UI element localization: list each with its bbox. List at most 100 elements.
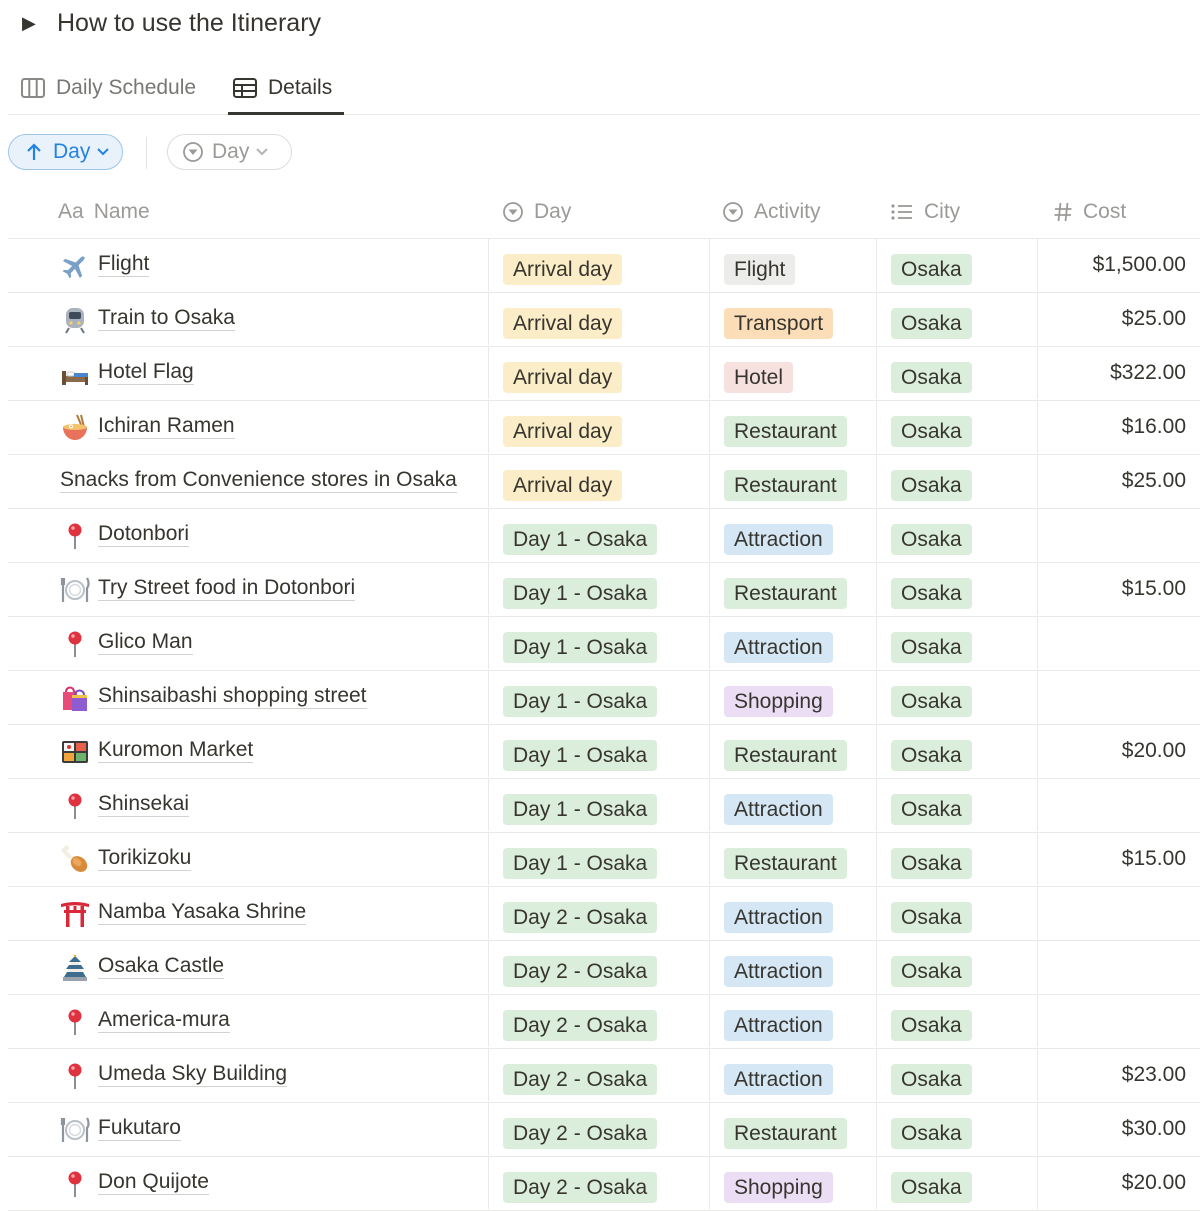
day-cell[interactable]: Arrival day: [488, 401, 709, 453]
cost-cell[interactable]: [1037, 671, 1200, 723]
day-cell[interactable]: Arrival day: [488, 455, 709, 507]
row-name-link[interactable]: Shinsekai: [98, 792, 190, 817]
name-cell[interactable]: Train to Osaka: [8, 293, 488, 345]
day-cell[interactable]: Arrival day: [488, 239, 709, 291]
cost-cell[interactable]: $1,500.00: [1037, 239, 1200, 291]
city-cell[interactable]: Osaka: [876, 833, 1037, 885]
day-cell[interactable]: Arrival day: [488, 347, 709, 399]
name-cell[interactable]: Kuromon Market: [8, 725, 488, 777]
day-cell[interactable]: Arrival day: [488, 293, 709, 345]
day-cell[interactable]: Day 1 - Osaka: [488, 563, 709, 615]
cost-cell[interactable]: $25.00: [1037, 293, 1200, 345]
table-row[interactable]: Fukutaro Day 2 - Osaka Restaurant Osaka $30.…: [8, 1103, 1200, 1157]
row-name-link[interactable]: Glico Man: [98, 630, 193, 655]
day-cell[interactable]: Day 1 - Osaka: [488, 725, 709, 777]
activity-cell[interactable]: Attraction: [709, 1049, 876, 1101]
activity-cell[interactable]: Shopping: [709, 1157, 876, 1209]
row-name-link[interactable]: Try Street food in Dotonbori: [98, 576, 356, 601]
city-cell[interactable]: Osaka: [876, 779, 1037, 831]
row-name-link[interactable]: Snacks from Convenience stores in Osaka: [60, 468, 457, 493]
activity-cell[interactable]: Restaurant: [709, 833, 876, 885]
activity-cell[interactable]: Transport: [709, 293, 876, 345]
day-cell[interactable]: Day 1 - Osaka: [488, 833, 709, 885]
row-name-link[interactable]: Don Quijote: [98, 1170, 209, 1195]
table-row[interactable]: Namba Yasaka Shrine Day 2 - Osaka Attracti…: [8, 887, 1200, 941]
name-cell[interactable]: Don Quijote: [8, 1157, 488, 1209]
row-name-link[interactable]: Train to Osaka: [98, 306, 235, 331]
activity-cell[interactable]: Restaurant: [709, 455, 876, 507]
city-cell[interactable]: Osaka: [876, 401, 1037, 453]
day-cell[interactable]: Day 2 - Osaka: [488, 1157, 709, 1209]
table-row[interactable]: Hotel Flag Arrival day Hotel Osaka $322.00: [8, 347, 1200, 401]
activity-cell[interactable]: Shopping: [709, 671, 876, 723]
city-cell[interactable]: Osaka: [876, 347, 1037, 399]
day-cell[interactable]: Day 2 - Osaka: [488, 1049, 709, 1101]
cost-cell[interactable]: $23.00: [1037, 1049, 1200, 1101]
table-row[interactable]: Train to Osaka Arrival day Transport Osaka $…: [8, 293, 1200, 347]
name-cell[interactable]: Torikizoku: [8, 833, 488, 885]
table-row[interactable]: Kuromon Market Day 1 - Osaka Restaurant Osa…: [8, 725, 1200, 779]
column-header-name[interactable]: Aa Name: [58, 200, 150, 223]
activity-cell[interactable]: Attraction: [709, 617, 876, 669]
cost-cell[interactable]: $16.00: [1037, 401, 1200, 453]
day-cell[interactable]: Day 1 - Osaka: [488, 509, 709, 561]
activity-cell[interactable]: Attraction: [709, 941, 876, 993]
table-row[interactable]: America-mura Day 2 - Osaka Attraction Osaka: [8, 995, 1200, 1049]
day-cell[interactable]: Day 2 - Osaka: [488, 1103, 709, 1155]
day-cell[interactable]: Day 1 - Osaka: [488, 779, 709, 831]
name-cell[interactable]: Namba Yasaka Shrine: [8, 887, 488, 939]
column-header-activity[interactable]: Activity: [722, 186, 821, 238]
city-cell[interactable]: Osaka: [876, 671, 1037, 723]
row-name-link[interactable]: Osaka Castle: [98, 954, 225, 979]
row-name-link[interactable]: Fukutaro: [98, 1116, 181, 1141]
row-name-link[interactable]: Dotonbori: [98, 522, 190, 547]
day-cell[interactable]: Day 2 - Osaka: [488, 887, 709, 939]
table-row[interactable]: Umeda Sky Building Day 2 - Osaka Attractio…: [8, 1049, 1200, 1103]
activity-cell[interactable]: Attraction: [709, 509, 876, 561]
cost-cell[interactable]: [1037, 887, 1200, 939]
name-cell[interactable]: America-mura: [8, 995, 488, 1047]
row-name-link[interactable]: Namba Yasaka Shrine: [98, 900, 307, 925]
filter-day-pill[interactable]: Day: [167, 134, 292, 170]
city-cell[interactable]: Osaka: [876, 1049, 1037, 1101]
name-cell[interactable]: Ichiran Ramen: [8, 401, 488, 453]
city-cell[interactable]: Osaka: [876, 887, 1037, 939]
cost-cell[interactable]: [1037, 779, 1200, 831]
activity-cell[interactable]: Flight: [709, 239, 876, 291]
name-cell[interactable]: Osaka Castle: [8, 941, 488, 993]
table-row[interactable]: Torikizoku Day 1 - Osaka Restaurant Osaka $1…: [8, 833, 1200, 887]
cost-cell[interactable]: $15.00: [1037, 563, 1200, 615]
table-row[interactable]: Flight Arrival day Flight Osaka $1,500.00: [8, 239, 1200, 293]
name-cell[interactable]: Dotonbori: [8, 509, 488, 561]
day-cell[interactable]: Day 2 - Osaka: [488, 941, 709, 993]
city-cell[interactable]: Osaka: [876, 239, 1037, 291]
table-row[interactable]: Glico Man Day 1 - Osaka Attraction Osaka: [8, 617, 1200, 671]
name-cell[interactable]: Fukutaro: [8, 1103, 488, 1155]
table-row[interactable]: Osaka Castle Day 2 - Osaka Attraction Osaka: [8, 941, 1200, 995]
cost-cell[interactable]: $25.00: [1037, 455, 1200, 507]
tab-daily-schedule[interactable]: Daily Schedule: [20, 62, 196, 114]
activity-cell[interactable]: Attraction: [709, 995, 876, 1047]
activity-cell[interactable]: Restaurant: [709, 563, 876, 615]
cost-cell[interactable]: $20.00: [1037, 1157, 1200, 1209]
table-row[interactable]: Ichiran Ramen Arrival day Restaurant Osaka $…: [8, 401, 1200, 455]
cost-cell[interactable]: [1037, 941, 1200, 993]
activity-cell[interactable]: Hotel: [709, 347, 876, 399]
row-name-link[interactable]: Ichiran Ramen: [98, 414, 235, 439]
table-row[interactable]: Try Street food in Dotonbori Day 1 - Osak…: [8, 563, 1200, 617]
row-name-link[interactable]: Hotel Flag: [98, 360, 194, 385]
toggle-triangle-icon[interactable]: ▶: [22, 13, 36, 33]
column-header-day[interactable]: Day: [502, 186, 571, 238]
name-cell[interactable]: Try Street food in Dotonbori: [8, 563, 488, 615]
city-cell[interactable]: Osaka: [876, 293, 1037, 345]
city-cell[interactable]: Osaka: [876, 725, 1037, 777]
row-name-link[interactable]: Shinsaibashi shopping street: [98, 684, 367, 709]
cost-cell[interactable]: [1037, 617, 1200, 669]
name-cell[interactable]: Hotel Flag: [8, 347, 488, 399]
cost-cell[interactable]: $15.00: [1037, 833, 1200, 885]
name-cell[interactable]: Umeda Sky Building: [8, 1049, 488, 1101]
city-cell[interactable]: Osaka: [876, 995, 1037, 1047]
name-cell[interactable]: Glico Man: [8, 617, 488, 669]
row-name-link[interactable]: America-mura: [98, 1008, 230, 1033]
tab-details[interactable]: Details: [228, 62, 345, 115]
